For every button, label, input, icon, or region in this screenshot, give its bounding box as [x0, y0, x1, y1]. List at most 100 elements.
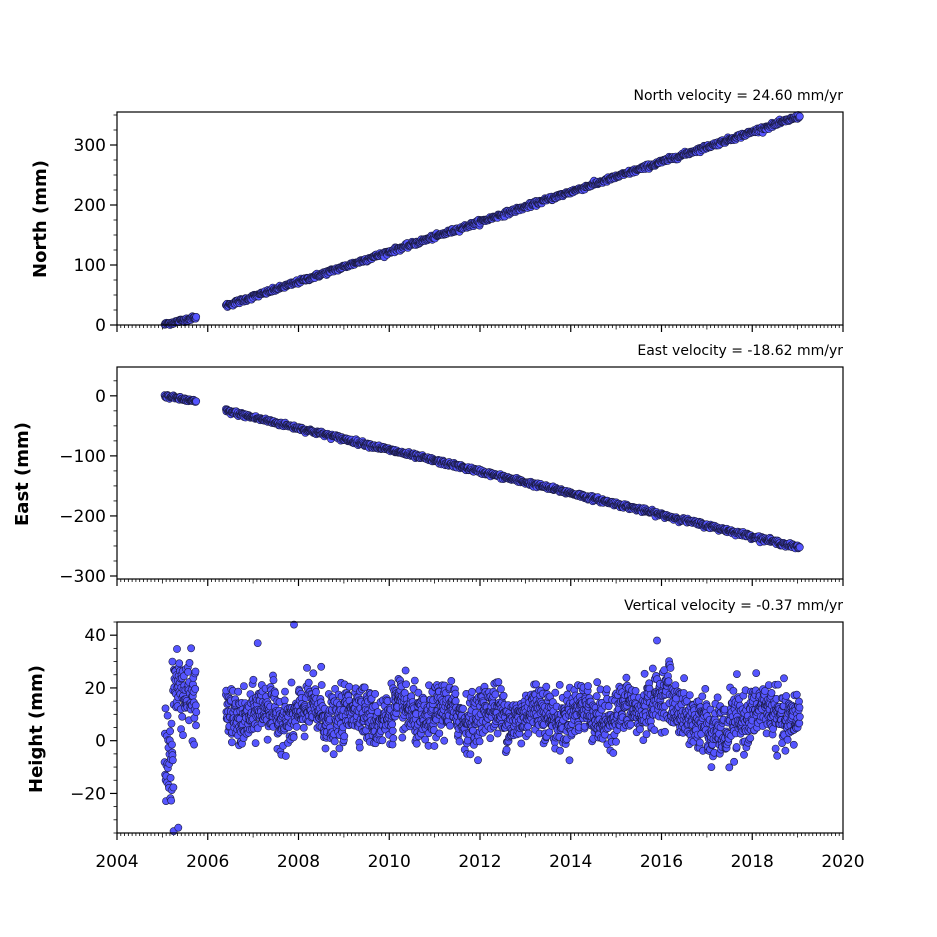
height-point — [631, 687, 640, 695]
east-velocity-label: East velocity = -18.62 mm/yr — [637, 343, 843, 359]
east-y-tick-label: −300 — [59, 567, 106, 587]
height-point — [636, 725, 644, 734]
east-y-tick-label: −200 — [59, 507, 106, 527]
height-point — [299, 724, 308, 732]
height-point — [340, 732, 349, 741]
height-point — [732, 743, 741, 751]
north-y-tick-label: 100 — [74, 256, 106, 276]
height-point — [192, 708, 201, 716]
height-point — [593, 678, 602, 687]
height-point — [622, 673, 631, 682]
height-point — [187, 644, 195, 653]
height-point — [227, 738, 236, 747]
north-y-tick-label: 300 — [74, 136, 106, 156]
height-point — [173, 645, 181, 653]
x-tick-label: 2008 — [277, 852, 320, 872]
height-point — [556, 746, 564, 755]
height-point — [190, 740, 198, 749]
height-point — [474, 756, 482, 765]
height-point — [612, 737, 620, 746]
height-point — [661, 727, 669, 736]
height-point — [752, 669, 761, 677]
x-tick-label: 2014 — [549, 852, 592, 872]
height-point — [330, 737, 339, 746]
height-point — [713, 693, 722, 702]
east-point — [795, 543, 804, 552]
height-y-tick-label: 40 — [84, 626, 106, 646]
height-point — [640, 669, 649, 678]
height-point — [584, 682, 592, 690]
height-point — [317, 681, 326, 689]
height-axis-label: Height (mm) — [26, 665, 47, 793]
height-point — [371, 690, 379, 698]
height-point — [642, 730, 651, 739]
east-y-tick-label: −100 — [59, 447, 106, 467]
height-point — [388, 720, 397, 729]
height-point — [451, 697, 460, 705]
height-point — [388, 726, 397, 735]
north-point — [192, 312, 201, 321]
height-point — [168, 740, 176, 749]
east-axis-label: East (mm) — [12, 422, 33, 526]
height-point — [169, 783, 178, 792]
height-point — [698, 692, 707, 701]
height-point — [602, 685, 611, 694]
height-point — [184, 668, 192, 676]
height-point — [746, 734, 755, 742]
height-point — [234, 687, 243, 696]
height-point — [410, 676, 419, 685]
height-point — [626, 720, 635, 729]
x-tick-label: 2016 — [640, 852, 683, 872]
height-point — [451, 689, 460, 698]
height-point — [398, 733, 407, 742]
height-point — [440, 736, 449, 745]
east-y-tick-label: 0 — [95, 387, 106, 407]
height-point — [468, 687, 476, 696]
height-point — [609, 749, 618, 757]
x-tick-label: 2018 — [731, 852, 774, 872]
height-point — [604, 702, 613, 711]
height-point — [312, 688, 320, 696]
height-point — [475, 737, 484, 746]
height-point — [733, 670, 741, 678]
north-panel: North velocity = 24.60 mm/yr North (mm) … — [30, 88, 844, 336]
height-point — [401, 666, 410, 675]
height-point — [565, 756, 574, 765]
height-point — [345, 682, 354, 691]
height-y-tick-label: 0 — [95, 732, 106, 752]
north-axis-label: North (mm) — [30, 160, 51, 278]
height-point — [289, 733, 298, 742]
x-tick-label: 2006 — [186, 852, 229, 872]
height-point — [517, 739, 526, 748]
height-point — [304, 678, 313, 687]
height-point — [168, 756, 177, 765]
height-point — [178, 712, 187, 721]
height-point — [592, 692, 601, 701]
height-point — [446, 721, 454, 730]
height-point — [447, 677, 456, 685]
height-point — [167, 796, 176, 805]
height-point — [269, 676, 278, 684]
height-point — [179, 731, 187, 739]
height-point — [680, 674, 688, 683]
vertical-velocity-label: Vertical velocity = -0.37 mm/yr — [624, 598, 843, 614]
north-points — [160, 111, 804, 329]
east-point — [192, 397, 201, 406]
height-point — [263, 735, 272, 744]
height-point — [542, 682, 551, 691]
north-y-tick-label: 0 — [95, 316, 106, 336]
height-point — [491, 690, 500, 699]
height-point — [378, 736, 387, 745]
height-point — [551, 688, 560, 697]
height-point — [192, 721, 200, 730]
height-point — [494, 678, 503, 686]
height-point — [666, 664, 675, 672]
height-point — [496, 685, 505, 693]
height-point — [321, 744, 330, 753]
height-point — [166, 774, 175, 782]
height-point — [455, 737, 464, 746]
height-point — [463, 736, 472, 745]
height-point — [355, 743, 364, 752]
height-point — [524, 729, 533, 738]
